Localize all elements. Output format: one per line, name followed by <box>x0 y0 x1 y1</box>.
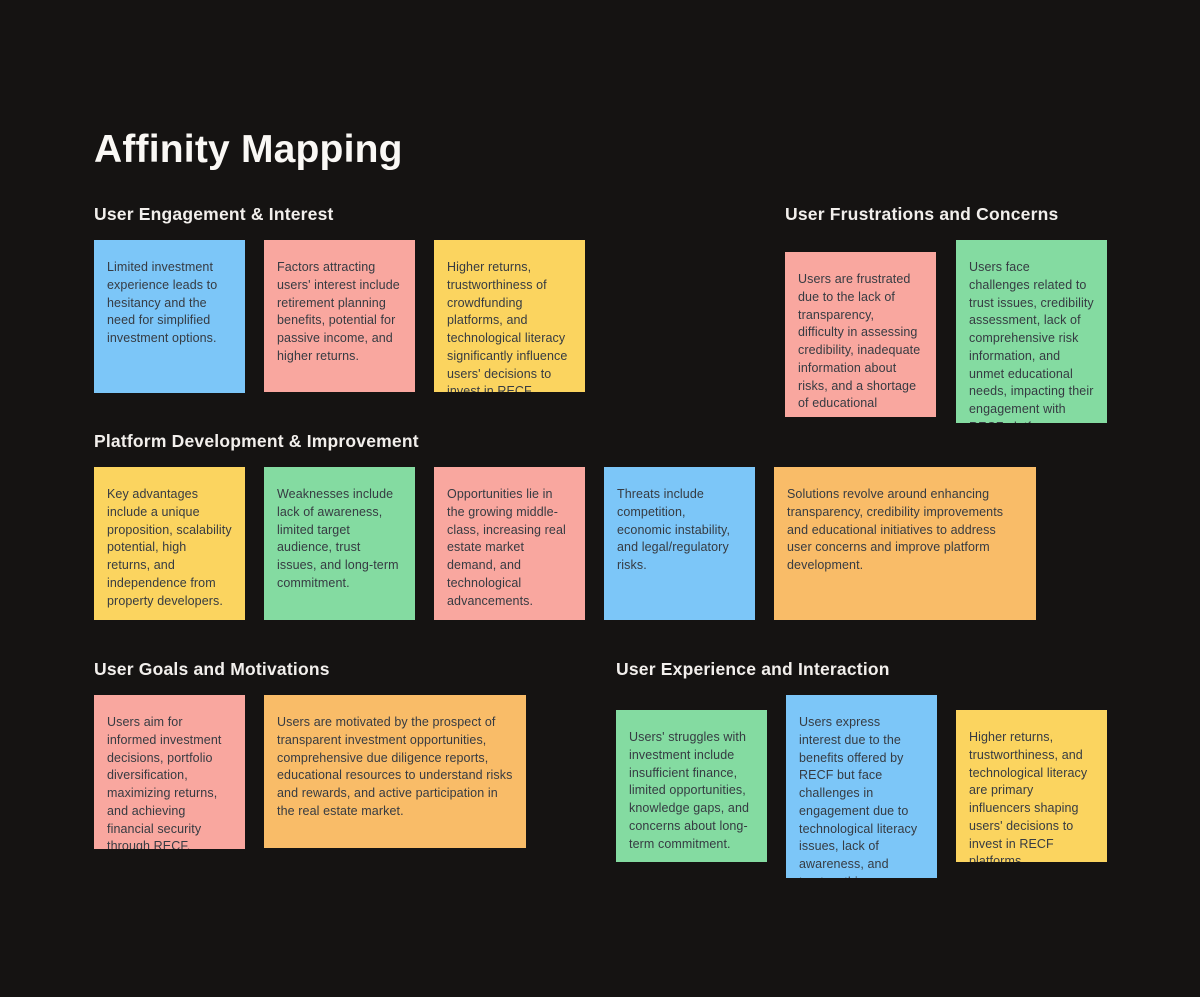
sticky-note-frustrations[interactable]: Users are frustrated due to the lack of … <box>785 252 936 417</box>
section-title-user-frustrations: User Frustrations and Concerns <box>785 204 1059 224</box>
sticky-note-text: Users face challenges related to trust i… <box>969 260 1094 423</box>
sticky-note-text: Higher returns, trustworthiness, and tec… <box>969 730 1088 862</box>
sticky-note-struggles[interactable]: Users' struggles with investment include… <box>616 710 767 862</box>
sticky-note-text: Threats include competition, economic in… <box>617 487 731 572</box>
page-title: Affinity Mapping <box>94 128 403 171</box>
sticky-note-text: Limited investment experience leads to h… <box>107 260 218 345</box>
sticky-note-primary-influencers[interactable]: Higher returns, trustworthiness, and tec… <box>956 710 1107 862</box>
sticky-note-text: Factors attracting users' interest inclu… <box>277 260 400 363</box>
sticky-note-interest-challenges[interactable]: Users express interest due to the benefi… <box>786 695 937 878</box>
sticky-note-text: Users are frustrated due to the lack of … <box>798 272 921 417</box>
sticky-note-text: Opportunities lie in the growing middle-… <box>447 487 566 608</box>
sticky-note-opportunities[interactable]: Opportunities lie in the growing middle-… <box>434 467 585 620</box>
sticky-note-solutions[interactable]: Solutions revolve around enhancing trans… <box>774 467 1036 620</box>
sticky-note-user-aims[interactable]: Users aim for informed investment decisi… <box>94 695 245 849</box>
sticky-note-text: Higher returns, trustworthiness of crowd… <box>447 260 568 392</box>
sticky-note-text: Weaknesses include lack of awareness, li… <box>277 487 399 590</box>
section-title-platform-development: Platform Development & Improvement <box>94 431 419 451</box>
sticky-note-challenges[interactable]: Users face challenges related to trust i… <box>956 240 1107 423</box>
sticky-note-text: Users aim for informed investment decisi… <box>107 715 222 849</box>
sticky-note-text: Users' struggles with investment include… <box>629 730 750 851</box>
section-title-user-engagement: User Engagement & Interest <box>94 204 334 224</box>
section-title-user-goals: User Goals and Motivations <box>94 659 330 679</box>
sticky-note-text: Solutions revolve around enhancing trans… <box>787 487 1004 572</box>
sticky-note-text: Key advantages include a unique proposit… <box>107 487 232 608</box>
sticky-note-influence-factors[interactable]: Higher returns, trustworthiness of crowd… <box>434 240 585 392</box>
sticky-note-motivations[interactable]: Users are motivated by the prospect of t… <box>264 695 526 848</box>
sticky-note-weaknesses[interactable]: Weaknesses include lack of awareness, li… <box>264 467 415 620</box>
sticky-note-text: Users express interest due to the benefi… <box>799 715 918 878</box>
sticky-note-advantages[interactable]: Key advantages include a unique proposit… <box>94 467 245 620</box>
sticky-note-threats[interactable]: Threats include competition, economic in… <box>604 467 755 620</box>
sticky-note-attracting-factors[interactable]: Factors attracting users' interest inclu… <box>264 240 415 392</box>
section-title-user-experience: User Experience and Interaction <box>616 659 890 679</box>
sticky-note-limited-experience[interactable]: Limited investment experience leads to h… <box>94 240 245 393</box>
sticky-note-text: Users are motivated by the prospect of t… <box>277 715 513 818</box>
